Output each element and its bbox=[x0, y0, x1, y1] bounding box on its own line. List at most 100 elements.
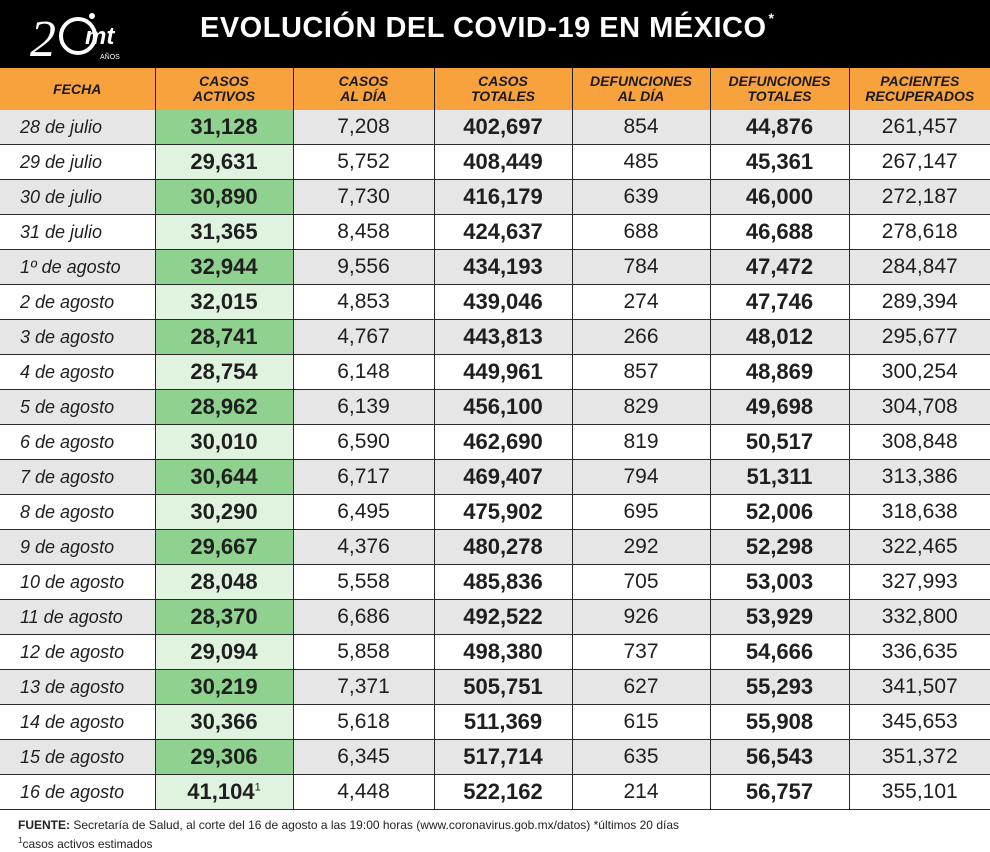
cell-fecha: 5 de agosto bbox=[0, 389, 156, 425]
cell-pacientes-recuperados: 295,677 bbox=[849, 319, 990, 355]
cell-casos-al-dia: 6,717 bbox=[293, 459, 435, 495]
cell-value: 31 de julio bbox=[20, 221, 103, 242]
cell-value: 6,717 bbox=[337, 465, 390, 488]
cell-casos-al-dia: 4,853 bbox=[293, 284, 435, 320]
cell-pacientes-recuperados: 300,254 bbox=[849, 354, 990, 390]
table-row: 12 de agosto 29,094 5,858 498,380 737 54,666 3… bbox=[0, 634, 990, 670]
cell-value: 635 bbox=[623, 745, 659, 768]
cell-value: 854 bbox=[623, 115, 659, 138]
cell-value: 52,006 bbox=[745, 499, 814, 524]
cell-value: 266 bbox=[623, 325, 659, 348]
footer-note: FUENTE: Secretaría de Salud, al corte de… bbox=[18, 818, 679, 852]
cell-value: 439,046 bbox=[463, 289, 543, 314]
cell-casos-activos: 28,962 bbox=[155, 389, 294, 425]
cell-defunciones-al-dia: 292 bbox=[572, 529, 711, 565]
cell-defunciones-totales: 47,746 bbox=[710, 284, 850, 320]
cell-value: 267,147 bbox=[881, 150, 958, 173]
cell-casos-al-dia: 6,139 bbox=[293, 389, 435, 425]
cell-defunciones-totales: 45,361 bbox=[710, 144, 850, 180]
cell-casos-al-dia: 8,458 bbox=[293, 214, 435, 250]
cell-value: 443,813 bbox=[463, 324, 543, 349]
cell-fecha: 12 de agosto bbox=[0, 634, 156, 670]
cell-value: 408,449 bbox=[463, 149, 543, 174]
cell-value: 47,746 bbox=[745, 289, 814, 314]
cell-value: 505,751 bbox=[463, 674, 543, 699]
cell-value: 15 de agosto bbox=[20, 746, 125, 767]
cell-value: 29,631 bbox=[190, 149, 258, 174]
cell-fecha: 14 de agosto bbox=[0, 704, 156, 740]
cell-value: 480,278 bbox=[463, 534, 543, 559]
cell-casos-activos: 30,010 bbox=[155, 424, 294, 460]
table-row: 3 de agosto 28,741 4,767 443,813 266 48,012 29… bbox=[0, 319, 990, 355]
cell-defunciones-al-dia: 485 bbox=[572, 144, 711, 180]
cell-casos-al-dia: 6,345 bbox=[293, 739, 435, 775]
cell-value: 48,869 bbox=[745, 359, 814, 384]
cell-value: 31,128 bbox=[190, 114, 258, 139]
table-row: 29 de julio 29,631 5,752 408,449 485 45,361 26… bbox=[0, 144, 990, 180]
cell-value: 511,369 bbox=[463, 709, 543, 734]
cell-fecha: 30 de julio bbox=[0, 179, 156, 215]
cell-value: 6,148 bbox=[337, 360, 390, 383]
cell-pacientes-recuperados: 345,653 bbox=[849, 704, 990, 740]
table-row: 15 de agosto 29,306 6,345 517,714 635 56,543 3… bbox=[0, 739, 990, 775]
table-row: 28 de julio 31,128 7,208 402,697 854 44,876 26… bbox=[0, 110, 990, 145]
cell-value: 322,465 bbox=[881, 535, 958, 558]
cell-value: 6,139 bbox=[337, 395, 390, 418]
cell-value: 28,962 bbox=[190, 394, 258, 419]
cell-value: 30,010 bbox=[190, 429, 258, 454]
cell-value: 50,517 bbox=[745, 429, 814, 454]
cell-value: 456,100 bbox=[463, 394, 543, 419]
cell-casos-activos: 30,290 bbox=[155, 494, 294, 530]
estimate-mark: 1 bbox=[254, 781, 261, 794]
page-title: EVOLUCIÓN DEL COVID-19 EN MÉXICO * bbox=[200, 10, 775, 45]
cell-casos-activos: 28,370 bbox=[155, 599, 294, 635]
column-header-defunciones-al-dia: DEFUNCIONES AL DÍA bbox=[572, 68, 711, 110]
cell-value: 522,162 bbox=[463, 779, 543, 804]
source-label: FUENTE: bbox=[18, 818, 70, 832]
cell-value: 45,361 bbox=[745, 149, 814, 174]
cell-pacientes-recuperados: 304,708 bbox=[849, 389, 990, 425]
source-line: FUENTE: Secretaría de Salud, al corte de… bbox=[18, 818, 679, 833]
cell-defunciones-totales: 53,003 bbox=[710, 564, 850, 600]
cell-casos-al-dia: 5,752 bbox=[293, 144, 435, 180]
cell-defunciones-al-dia: 615 bbox=[572, 704, 711, 740]
cell-fecha: 9 de agosto bbox=[0, 529, 156, 565]
cell-defunciones-totales: 47,472 bbox=[710, 249, 850, 285]
cell-defunciones-al-dia: 635 bbox=[572, 739, 711, 775]
cell-value: 4,767 bbox=[337, 325, 390, 348]
cell-value: 16 de agosto bbox=[20, 781, 125, 802]
table-row: 6 de agosto 30,010 6,590 462,690 819 50,517 30… bbox=[0, 424, 990, 460]
cell-value: 29,667 bbox=[190, 534, 258, 559]
cell-casos-activos: 29,306 bbox=[155, 739, 294, 775]
cell-value: 53,003 bbox=[745, 569, 814, 594]
cell-casos-al-dia: 4,376 bbox=[293, 529, 435, 565]
cell-value: 485,836 bbox=[463, 569, 543, 594]
cell-value: 6,590 bbox=[337, 430, 390, 453]
cell-casos-al-dia: 4,767 bbox=[293, 319, 435, 355]
cell-value: 485 bbox=[623, 150, 659, 173]
table-row: 11 de agosto 28,370 6,686 492,522 926 53,929 3… bbox=[0, 599, 990, 635]
cell-defunciones-al-dia: 705 bbox=[572, 564, 711, 600]
source-text: Secretaría de Salud, al corte del 16 de … bbox=[70, 818, 679, 832]
cell-fecha: 15 de agosto bbox=[0, 739, 156, 775]
cell-value: 469,407 bbox=[463, 464, 543, 489]
cell-value: 345,653 bbox=[881, 710, 958, 733]
cell-casos-al-dia: 6,590 bbox=[293, 424, 435, 460]
cell-casos-totales: 522,162 bbox=[434, 774, 573, 810]
cell-fecha: 16 de agosto bbox=[0, 774, 156, 810]
header-line: DEFUNCIONES bbox=[590, 73, 692, 89]
cell-casos-activos: 28,048 bbox=[155, 564, 294, 600]
cell-defunciones-totales: 52,006 bbox=[710, 494, 850, 530]
cell-casos-activos: 28,754 bbox=[155, 354, 294, 390]
cell-value: 46,688 bbox=[745, 219, 814, 244]
cell-defunciones-totales: 56,543 bbox=[710, 739, 850, 775]
cell-casos-totales: 485,836 bbox=[434, 564, 573, 600]
header-line: AL DÍA bbox=[617, 88, 665, 104]
svg-text:mt: mt bbox=[85, 23, 115, 50]
cell-pacientes-recuperados: 355,101 bbox=[849, 774, 990, 810]
cell-value: 737 bbox=[623, 640, 659, 663]
cell-fecha: 3 de agosto bbox=[0, 319, 156, 355]
column-header-fecha: FECHA bbox=[0, 68, 156, 110]
cell-value: 416,179 bbox=[463, 184, 543, 209]
cell-casos-al-dia: 7,730 bbox=[293, 179, 435, 215]
